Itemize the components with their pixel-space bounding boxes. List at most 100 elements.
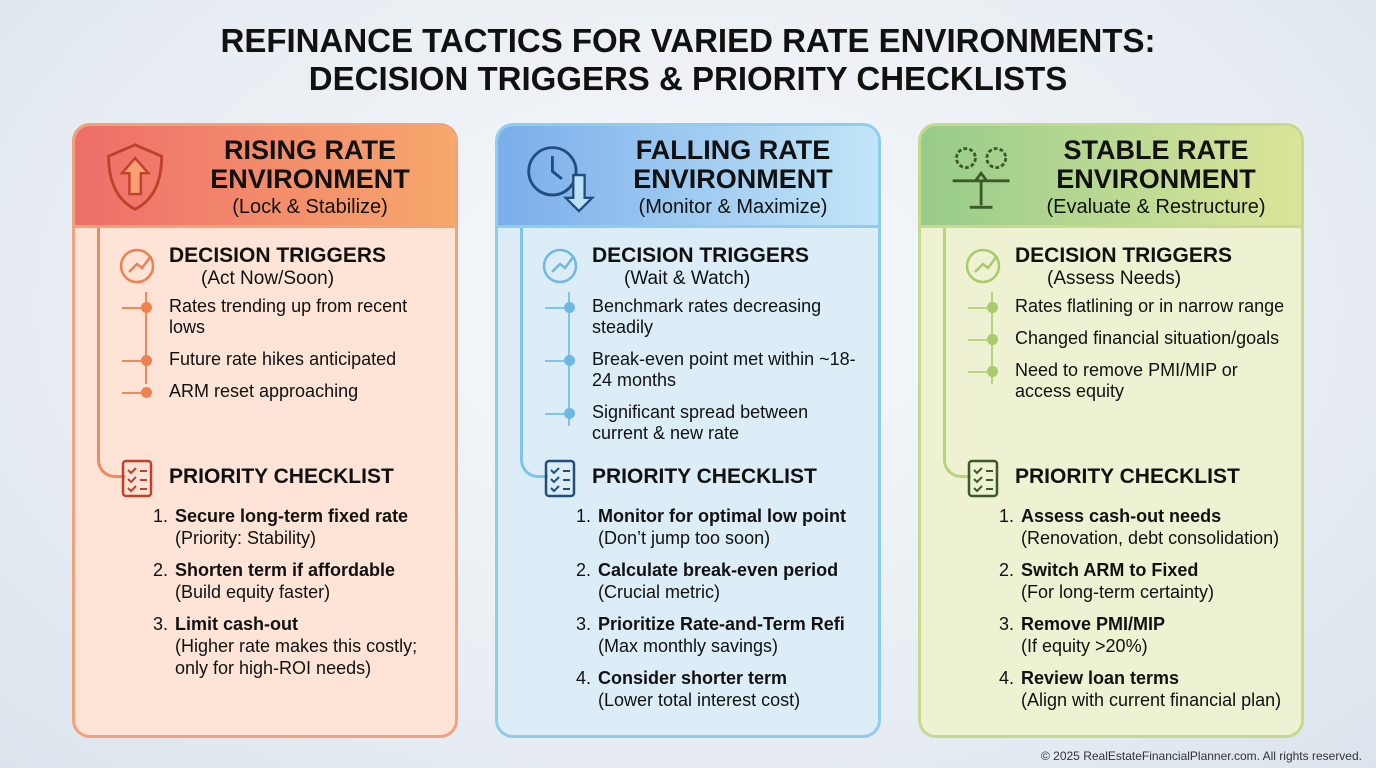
item-note: (Max monthly savings) [598, 636, 779, 656]
section-heading: DECISION TRIGGERS [1015, 244, 1233, 267]
checklist-item: 2. Calculate break-even period (Crucial me… [576, 559, 876, 603]
header-subtitle: (Lock & Stabilize) [232, 196, 388, 218]
item-number: 3. [153, 614, 169, 634]
header-text: RISING RATE ENVIRONMENT (Lock & Stabilize) [175, 136, 445, 220]
section-heading: PRIORITY CHECKLIST [169, 465, 394, 488]
item-note: (Renovation, debt consolidation) [1021, 528, 1280, 548]
trigger-text: ARM reset approaching [169, 381, 359, 401]
column-card: STABLE RATE ENVIRONMENT (Evaluate & Restru… [918, 123, 1304, 738]
header-text: STABLE RATE ENVIRONMENT (Evaluate & Restru… [1021, 136, 1291, 220]
checklist-item: 3. Limit cash-out (Higher rate makes this … [153, 613, 453, 679]
item-title: Assess cash-out needs [1021, 506, 1222, 526]
item-number: 2. [999, 560, 1015, 580]
trigger-item: Rates trending up from recent lows [122, 296, 439, 338]
checklist: 1. Assess cash-out needs (Renovation, debt… [999, 505, 1299, 711]
trigger-text: Future rate hikes anticipated [169, 349, 397, 369]
checklist-item: 3. Remove PMI/MIP (If equity >20%) [999, 613, 1299, 657]
column-card: FALLING RATE ENVIRONMENT (Monitor & Maximi… [495, 123, 881, 738]
item-number: 2. [153, 560, 169, 580]
item-body: Limit cash-out (Higher rate makes this co… [175, 613, 453, 679]
item-body: Assess cash-out needs (Renovation, debt c… [1021, 505, 1279, 549]
item-body: Switch ARM to Fixed (For long-term certai… [1021, 559, 1214, 603]
connector [545, 413, 565, 415]
checklist-item: 1. Monitor for optimal low point (Don’t ju… [576, 505, 876, 549]
connector [545, 360, 565, 362]
trigger-text: Rates trending up from recent lows [169, 296, 408, 337]
item-title: Monitor for optimal low point [598, 506, 846, 526]
item-body: Monitor for optimal low point (Don’t jump… [598, 505, 846, 549]
item-number: 3. [576, 614, 592, 634]
section-subtitle: (Assess Needs) [1047, 268, 1182, 289]
item-number: 1. [576, 506, 592, 526]
bullet [141, 302, 152, 313]
trigger-list: Benchmark rates decreasing steadily Break… [545, 292, 862, 444]
footer: © 2025 RealEstateFinancialPlanner.com. A… [1040, 749, 1362, 763]
connector [520, 228, 548, 478]
trigger-text: Changed financial situation/goals [1015, 328, 1280, 348]
bullet [141, 387, 152, 398]
icon [121, 459, 153, 498]
trigger-item: Benchmark rates decreasing steadily [545, 296, 862, 338]
item-title: Review loan terms [1021, 668, 1180, 688]
trigger-text: Benchmark rates decreasing steadily [592, 296, 822, 337]
trigger-list: Rates flatlining or in narrow range Chang… [968, 292, 1285, 402]
trigger-text: Rates flatlining or in narrow range [1015, 296, 1285, 316]
item-number: 2. [576, 560, 592, 580]
item-title: Shorten term if affordable [175, 560, 396, 580]
item-title: Secure long-term fixed rate [175, 506, 409, 526]
item-title: Switch ARM to Fixed [1021, 560, 1199, 580]
bullet [987, 366, 998, 377]
item-title: Remove PMI/MIP [1021, 614, 1166, 634]
trigger-text: Significant spread between current & new… [592, 402, 809, 443]
priority-checklist: PRIORITY CHECKLIST 1. Monitor for optimal … [538, 456, 868, 721]
icon [967, 459, 999, 498]
item-note: (Priority: Stability) [175, 528, 317, 548]
header-text: FALLING RATE ENVIRONMENT (Monitor & Maximi… [598, 136, 868, 220]
checklist-item: 1. Assess cash-out needs (Renovation, debt… [999, 505, 1299, 549]
heading-line: ENVIRONMENT [210, 164, 410, 194]
item-number: 1. [999, 506, 1015, 526]
checklist-item: 2. Switch ARM to Fixed (For long-term cert… [999, 559, 1299, 603]
item-body: Prioritize Rate-and-Term Refi (Max monthl… [598, 613, 845, 657]
item-note: (Build equity faster) [175, 582, 331, 602]
item-body: Review loan terms (Align with current fin… [1021, 667, 1281, 711]
item-number: 1. [153, 506, 169, 526]
connector [968, 371, 988, 373]
checklist-item: 2. Shorten term if affordable (Build equit… [153, 559, 453, 603]
checklist: 1. Secure long-term fixed rate (Priority: … [153, 505, 453, 679]
bullet [564, 355, 575, 366]
trigger-item: Need to remove PMI/MIP or access equity [968, 360, 1285, 402]
connector [968, 339, 988, 341]
item-note: (Higher rate makes this costly; only for… [175, 636, 418, 678]
item-note: (Don’t jump too soon) [598, 528, 771, 548]
header-subtitle: (Monitor & Maximize) [638, 196, 828, 218]
connector [943, 228, 971, 478]
bullet [141, 355, 152, 366]
item-number: 4. [999, 668, 1015, 688]
bullet [987, 302, 998, 313]
connector [968, 307, 988, 309]
checklist-item: 3. Prioritize Rate-and-Term Refi (Max mont… [576, 613, 876, 657]
trigger-text: Break-even point met within ~18-24 month… [592, 349, 856, 390]
heading-line: ENVIRONMENT [633, 164, 833, 194]
section-heading: PRIORITY CHECKLIST [1015, 465, 1240, 488]
item-note: (Align with current financial plan) [1021, 690, 1282, 710]
trigger-item: Changed financial situation/goals [968, 328, 1285, 349]
icon [527, 146, 596, 213]
connector [122, 360, 142, 362]
priority-checklist: PRIORITY CHECKLIST 1. Secure long-term fix… [115, 456, 445, 689]
title-line: DECISION TRIGGERS & PRIORITY CHECKLISTS [308, 60, 1068, 97]
item-title: Consider shorter term [598, 668, 788, 688]
bullet [564, 408, 575, 419]
priority-checklist: PRIORITY CHECKLIST 1. Assess cash-out need… [961, 456, 1291, 721]
column-header: RISING RATE ENVIRONMENT (Lock & Stabilize) [75, 126, 455, 228]
decision-triggers: DECISION TRIGGERS (Act Now/Soon) Rates tre… [115, 244, 445, 413]
item-note: (Lower total interest cost) [598, 690, 801, 710]
item-body: Consider shorter term (Lower total intere… [598, 667, 800, 711]
icon [952, 147, 1010, 209]
connector [97, 228, 125, 478]
heading-line: ENVIRONMENT [1056, 164, 1256, 194]
checklist: 1. Monitor for optimal low point (Don’t ju… [576, 505, 876, 711]
